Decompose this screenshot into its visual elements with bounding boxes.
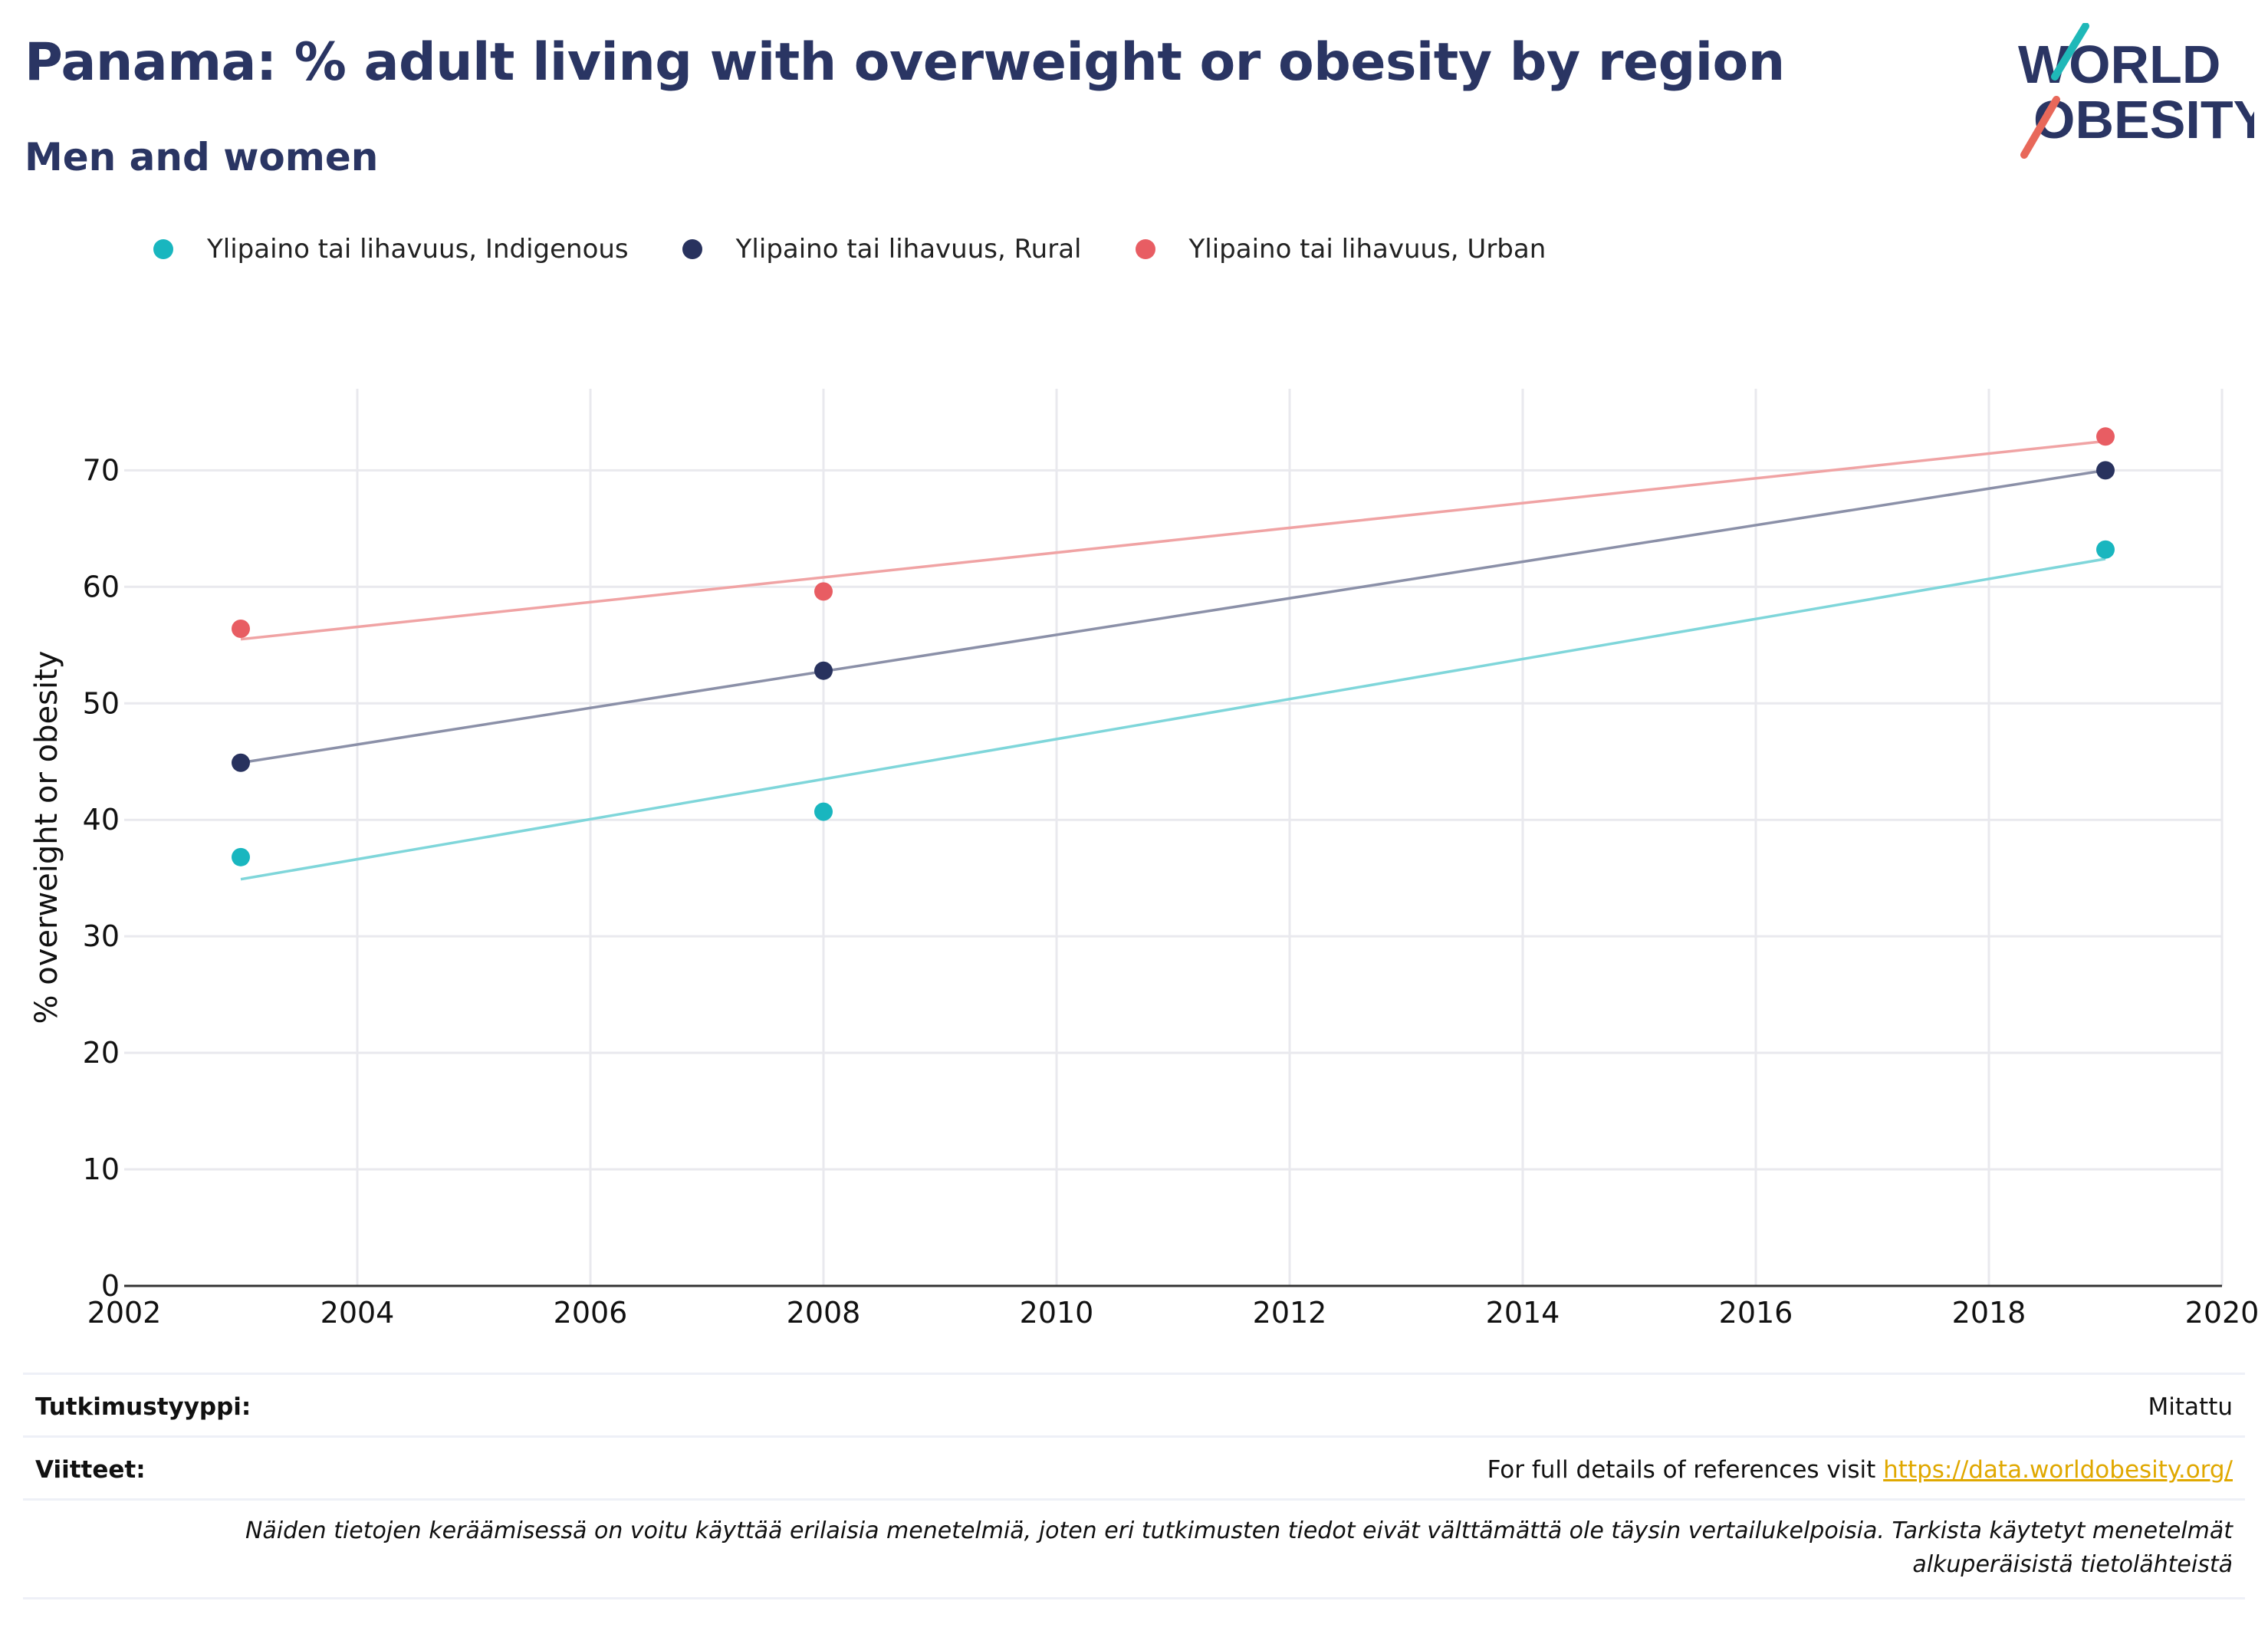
scatter-chart: 2002 2004 2006 2008 2010 2012 2014 2016 2018 2020… — [29, 389, 2260, 1330]
x-tick-label: 2004 — [320, 1296, 395, 1330]
study-type-label: Tutkimustyyppi: — [35, 1393, 251, 1421]
data-point — [232, 620, 250, 639]
data-point — [814, 582, 833, 601]
data-point — [814, 802, 833, 821]
legend-label-rural: Ylipaino tai lihavuus, Rural — [735, 234, 1082, 265]
note-row: Näiden tietojen keräämisessä on voitu kä… — [23, 1498, 2245, 1599]
x-tick-label: 2020 — [2185, 1296, 2260, 1330]
data-point — [814, 661, 833, 680]
legend-marker-rural — [682, 239, 702, 259]
x-tick-label: 2014 — [1486, 1296, 1560, 1330]
x-tick-label: 2018 — [1952, 1296, 2026, 1330]
references-value: For full details of references visit htt… — [1487, 1456, 2233, 1484]
note-line-1: Näiden tietojen keräämisessä on voitu kä… — [245, 1517, 2233, 1544]
trend-line — [240, 439, 2106, 641]
y-tick-label: 20 — [83, 1036, 120, 1070]
y-axis-label: % overweight or obesity — [29, 651, 64, 1024]
logo-teal-stroke — [2051, 23, 2089, 81]
logo-coral-stroke — [2020, 96, 2060, 159]
legend-label-urban: Ylipaino tai lihavuus, Urban — [1188, 234, 1547, 265]
legend-marker-indigenous — [153, 239, 173, 259]
x-tick-label: 2010 — [1020, 1296, 1094, 1330]
study-type-value: Mitattu — [2148, 1393, 2233, 1421]
data-point — [2096, 540, 2115, 559]
chart-subtitle: Men and women — [25, 135, 379, 179]
chart-title: Panama: % adult living with overweight o… — [25, 32, 1785, 93]
references-link[interactable]: https://data.worldobesity.org/ — [1883, 1456, 2233, 1484]
chart-legend: Ylipaino tai lihavuus, Indigenous Ylipai… — [153, 230, 1599, 268]
logo-word-world: WORLD — [2018, 35, 2220, 94]
references-label: Viitteet: — [35, 1456, 146, 1484]
y-tick-label: 40 — [83, 803, 120, 837]
note-line-2: alkuperäisistä tietolähteistä — [1912, 1551, 2233, 1578]
data-point — [232, 753, 250, 772]
legend-label-indigenous: Ylipaino tai lihavuus, Indigenous — [207, 234, 629, 265]
y-tick-label: 10 — [83, 1152, 120, 1186]
y-tick-label: 50 — [83, 686, 120, 720]
y-tick-label: 70 — [83, 453, 120, 487]
legend-item-rural[interactable]: Ylipaino tai lihavuus, Rural — [682, 234, 1082, 265]
data-point — [2096, 461, 2115, 480]
logo-word-obesity: OBESITY — [2033, 90, 2254, 150]
legend-item-indigenous[interactable]: Ylipaino tai lihavuus, Indigenous — [153, 234, 629, 265]
y-tick-label: 60 — [83, 570, 120, 603]
x-tick-label: 2006 — [554, 1296, 628, 1330]
y-tick-label: 30 — [83, 919, 120, 953]
world-obesity-logo: WORLD OBESITY — [2018, 23, 2254, 159]
data-point — [2096, 427, 2115, 446]
x-tick-label: 2008 — [787, 1296, 861, 1330]
references-row: Viitteet: For full details of references… — [23, 1435, 2245, 1501]
study-type-row: Tutkimustyyppi: Mitattu — [23, 1373, 2245, 1438]
trend-line — [240, 557, 2106, 881]
methodology-note: Näiden tietojen keräämisessä on voitu kä… — [163, 1514, 2233, 1582]
data-point — [232, 847, 250, 866]
trend-line — [240, 469, 2106, 764]
x-tick-label: 2016 — [1719, 1296, 1793, 1330]
references-text: For full details of references visit — [1487, 1456, 1884, 1484]
y-tick-label: 0 — [101, 1269, 120, 1303]
x-tick-label: 2002 — [87, 1296, 162, 1330]
x-tick-label: 2012 — [1253, 1296, 1327, 1330]
legend-marker-urban — [1135, 239, 1155, 259]
legend-item-urban[interactable]: Ylipaino tai lihavuus, Urban — [1135, 234, 1547, 265]
